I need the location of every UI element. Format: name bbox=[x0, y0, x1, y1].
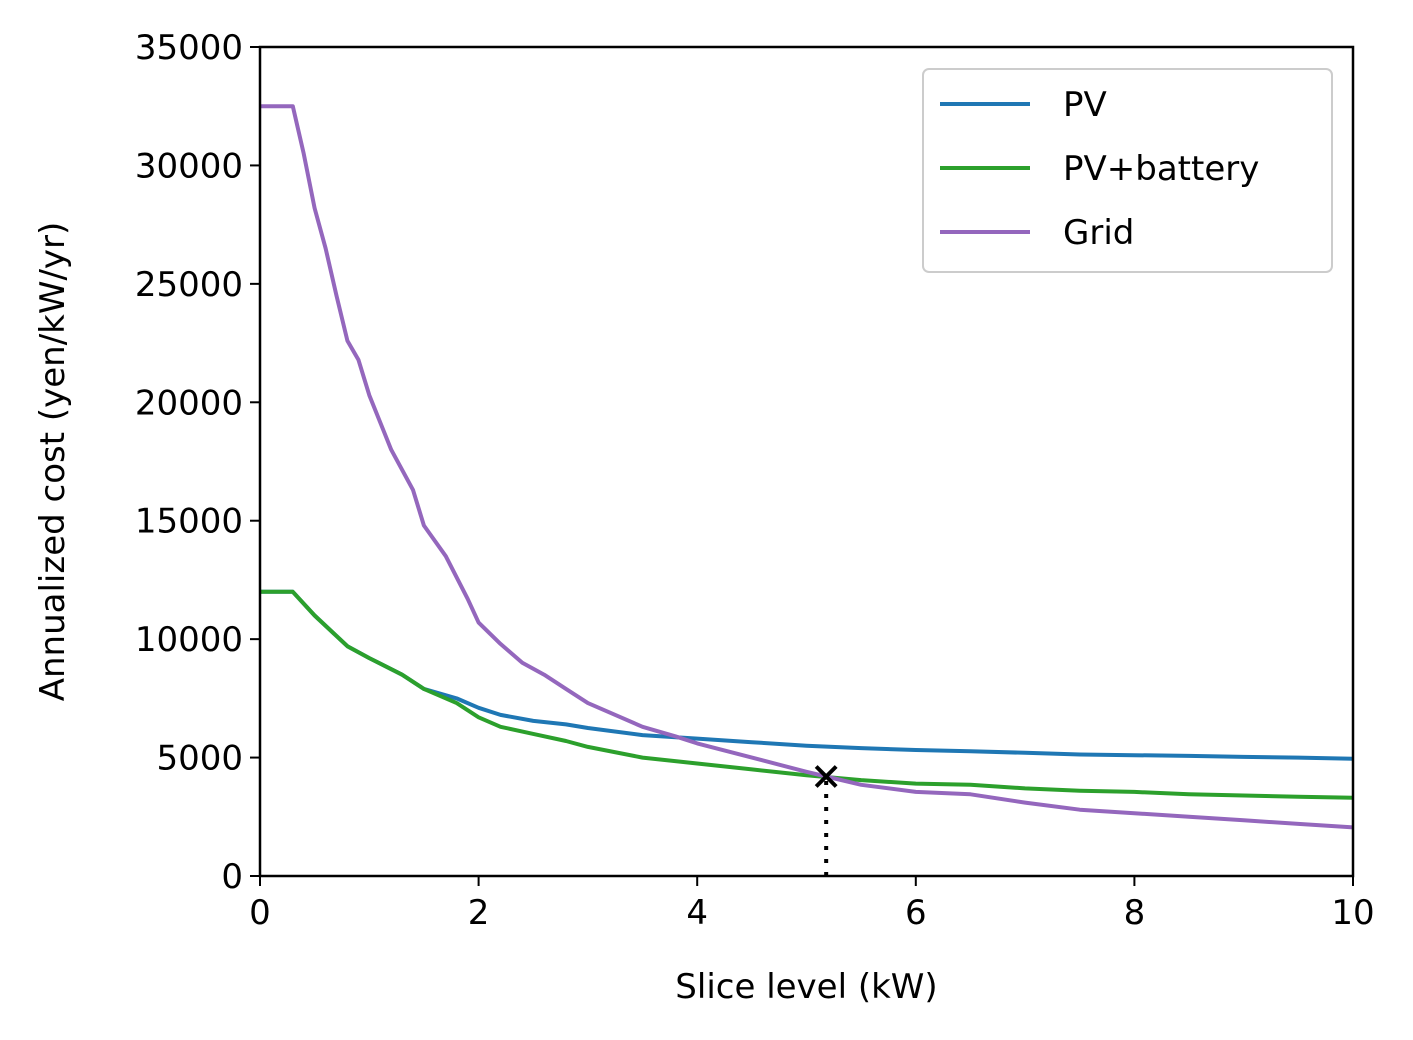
plot-frame bbox=[258, 45, 1355, 878]
crossover-marker bbox=[814, 765, 838, 788]
legend-label: Grid bbox=[1063, 213, 1134, 253]
series-line-grid bbox=[260, 104, 1354, 830]
x-tick-label: 8 bbox=[1124, 893, 1146, 933]
legend: PV PV+battery Grid bbox=[922, 68, 1333, 273]
legend-item: PV+battery bbox=[940, 149, 1259, 189]
y-axis-ticks: 0 5000 10000 15000 20000 25000 30000 35000 bbox=[135, 28, 260, 897]
legend-item: Grid bbox=[940, 213, 1134, 253]
annotation-layer bbox=[814, 765, 838, 876]
x-tick-label: 10 bbox=[1331, 893, 1374, 933]
y-tick-label: 5000 bbox=[156, 739, 243, 779]
x-tick-label: 0 bbox=[249, 893, 271, 933]
legend-box bbox=[922, 68, 1333, 273]
legend-item: PV bbox=[940, 85, 1107, 125]
y-tick-label: 35000 bbox=[135, 28, 243, 68]
x-tick-label: 4 bbox=[686, 893, 708, 933]
y-tick-label: 25000 bbox=[135, 265, 243, 305]
y-axis-label: Annualized cost (yen/kW/yr) bbox=[33, 222, 73, 702]
y-tick-label: 30000 bbox=[135, 146, 243, 186]
legend-label: PV+battery bbox=[1063, 149, 1259, 189]
y-tick-label: 20000 bbox=[135, 383, 243, 423]
y-tick-label: 15000 bbox=[135, 502, 243, 542]
legend-label: PV bbox=[1063, 85, 1107, 125]
y-tick-label: 0 bbox=[221, 857, 243, 897]
x-axis-label: Slice level (kW) bbox=[675, 967, 937, 1007]
y-tick-label: 10000 bbox=[135, 620, 243, 660]
x-tick-label: 6 bbox=[905, 893, 927, 933]
x-axis-ticks: 0 2 4 6 8 10 bbox=[249, 876, 1375, 933]
series-line-pv bbox=[260, 589, 1354, 761]
series-layer bbox=[260, 104, 1354, 830]
x-tick-label: 2 bbox=[468, 893, 490, 933]
series-line-pv-battery bbox=[260, 589, 1354, 800]
